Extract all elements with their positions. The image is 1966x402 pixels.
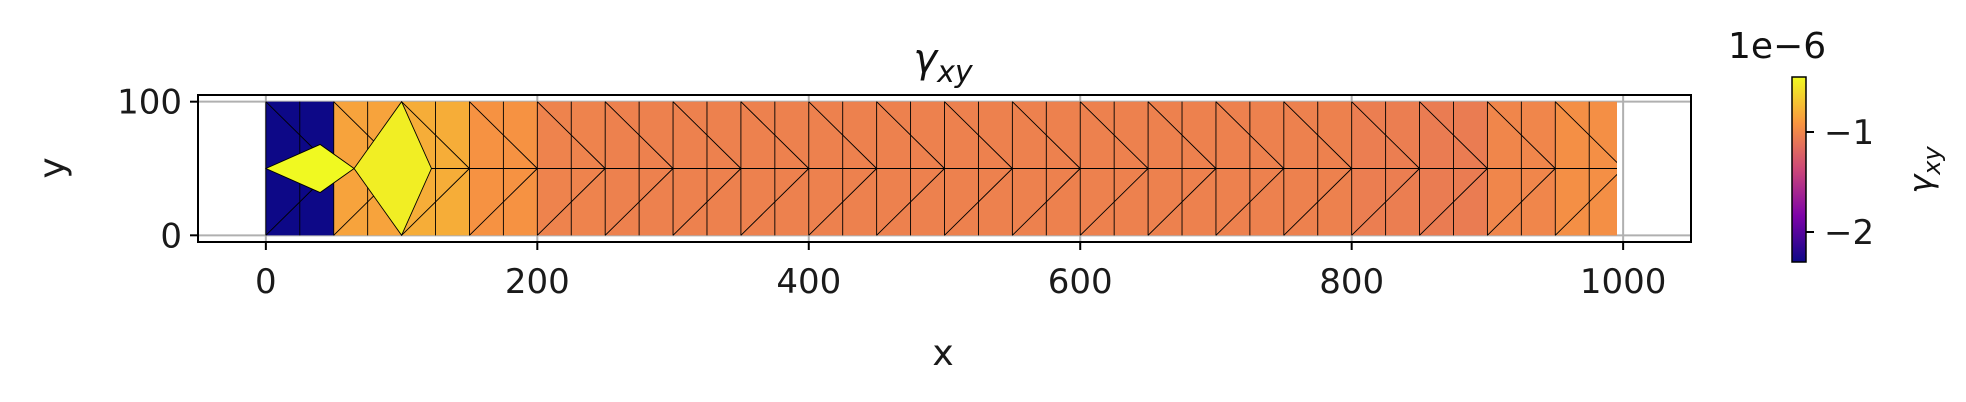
x-tick-label: 400 [776,262,841,302]
colorbar-label: γxy [1902,146,1946,194]
y-axis: 0 100 [117,83,198,256]
x-axis-label: x [932,333,953,374]
colorbar [1791,76,1807,263]
y-tick-label: 0 [160,216,182,256]
x-tick-label: 800 [1319,262,1384,302]
colorbar-ticks: −2 −1 [1806,113,1874,253]
mesh-element-peak [353,101,432,236]
x-tick-label: 0 [255,262,277,302]
chart-title: γxy [913,36,973,90]
colorbar-tick-label: −1 [1824,113,1874,153]
axes-frame [197,94,1692,243]
colorbar-label-sub: xy [1918,146,1946,176]
colorbar-offset-text: 1e−6 [1728,26,1826,67]
colorbar-tick-label: −2 [1824,213,1874,253]
x-tick-label: 200 [505,262,570,302]
chart-title-sub: xy [936,55,974,90]
y-tick-label: 100 [117,83,182,123]
colorbar-label-base: γ [1902,173,1940,194]
x-tick-label: 600 [1048,262,1113,302]
chart-title-base: γ [913,36,939,82]
x-axis: 0 200 400 600 800 1000 [255,242,1666,302]
y-axis-label: y [32,157,73,178]
mesh-plot [265,101,1617,236]
x-tick-label: 1000 [1580,262,1667,302]
